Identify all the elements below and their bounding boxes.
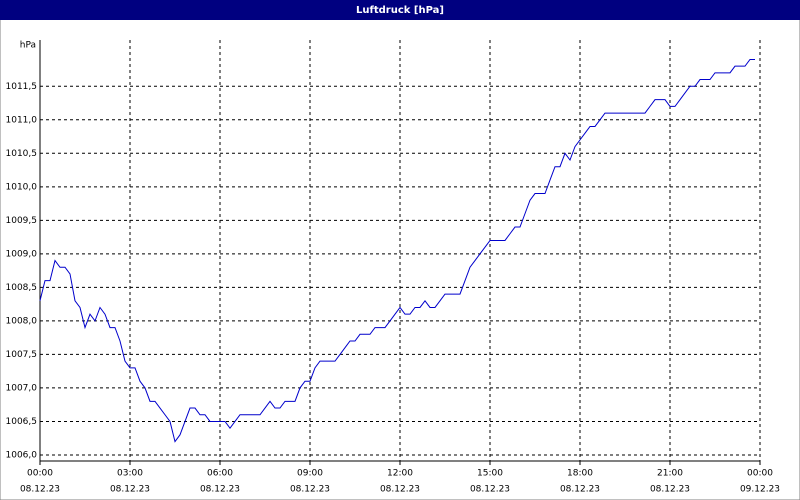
y-tick-label: 1008,0 (6, 316, 38, 326)
x-tick-date: 08.12.23 (560, 485, 600, 495)
x-tick-label: 12:00 (387, 469, 413, 479)
x-tick-label: 21:00 (657, 469, 683, 479)
x-tick-date: 08.12.23 (110, 485, 150, 495)
y-unit: hPa (20, 41, 36, 51)
y-tick-label: 1010,0 (6, 182, 38, 192)
x-tick-date: 08.12.23 (290, 485, 330, 495)
y-tick-label: 1009,5 (6, 216, 38, 226)
data-line (39, 58, 755, 443)
y-tick-label: 1009,0 (6, 249, 38, 259)
y-tick-label: 1010,5 (6, 149, 38, 159)
y-tick-label: 1011,0 (6, 115, 38, 125)
x-tick-label: 00:00 (27, 469, 53, 479)
y-tick-label: 1008,5 (6, 283, 38, 293)
x-tick-date: 08.12.23 (470, 485, 510, 495)
x-tick-date: 08.12.23 (20, 485, 60, 495)
y-tick-label: 1006,0 (6, 450, 38, 460)
chart-title: Luftdruck [hPa] (356, 5, 444, 16)
x-tick-date: 08.12.23 (650, 485, 690, 495)
y-tick-label: 1011,5 (6, 82, 38, 92)
x-tick-label: 00:00 (747, 469, 773, 479)
title-bar (0, 0, 800, 20)
y-tick-label: 1006,5 (6, 417, 38, 427)
y-tick-label: 1007,0 (6, 383, 38, 393)
x-tick-label: 06:00 (207, 469, 233, 479)
x-tick-date: 08.12.23 (380, 485, 420, 495)
x-tick-date: 09.12.23 (740, 485, 780, 495)
x-tick-label: 18:00 (567, 469, 593, 479)
x-tick-label: 03:00 (117, 469, 143, 479)
x-tick-label: 15:00 (477, 469, 503, 479)
x-tick-label: 09:00 (297, 469, 323, 479)
y-tick-label: 1007,5 (6, 350, 38, 360)
x-tick-date: 08.12.23 (200, 485, 240, 495)
